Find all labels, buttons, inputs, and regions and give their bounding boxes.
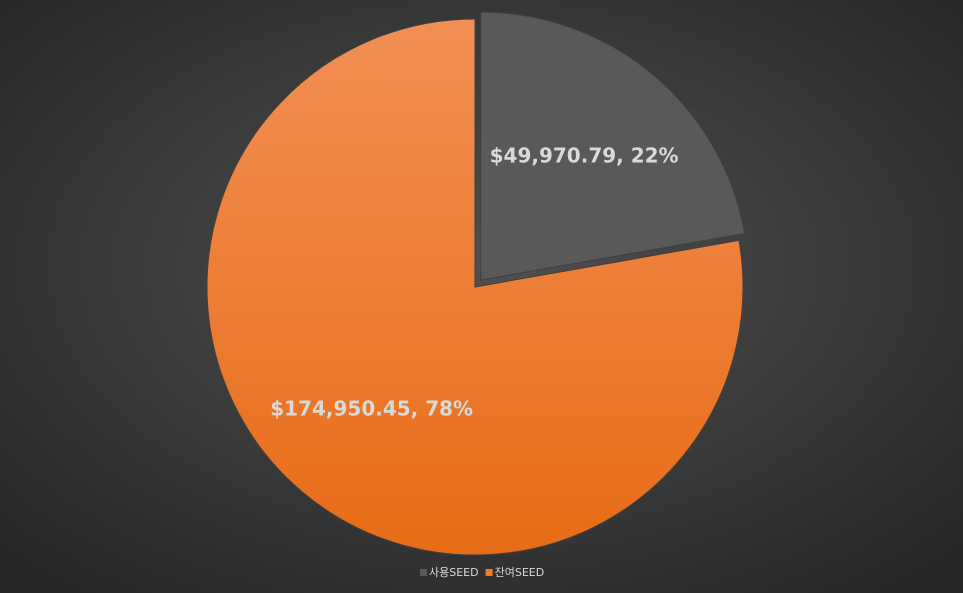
pie-slice — [206, 18, 744, 556]
legend-label: 잔여SEED — [495, 566, 545, 579]
legend-swatch — [420, 569, 427, 576]
legend-label: 사용SEED — [429, 566, 479, 579]
pie-slice — [480, 11, 746, 281]
pie: $49,970.79, 22% $174,950.45, 78% — [206, 11, 746, 556]
data-label: $174,950.45, 78% — [270, 397, 473, 421]
legend-swatch — [485, 569, 493, 576]
legend: 사용SEED 잔여SEED — [420, 566, 544, 579]
data-label: $49,970.79, 22% — [490, 143, 679, 167]
